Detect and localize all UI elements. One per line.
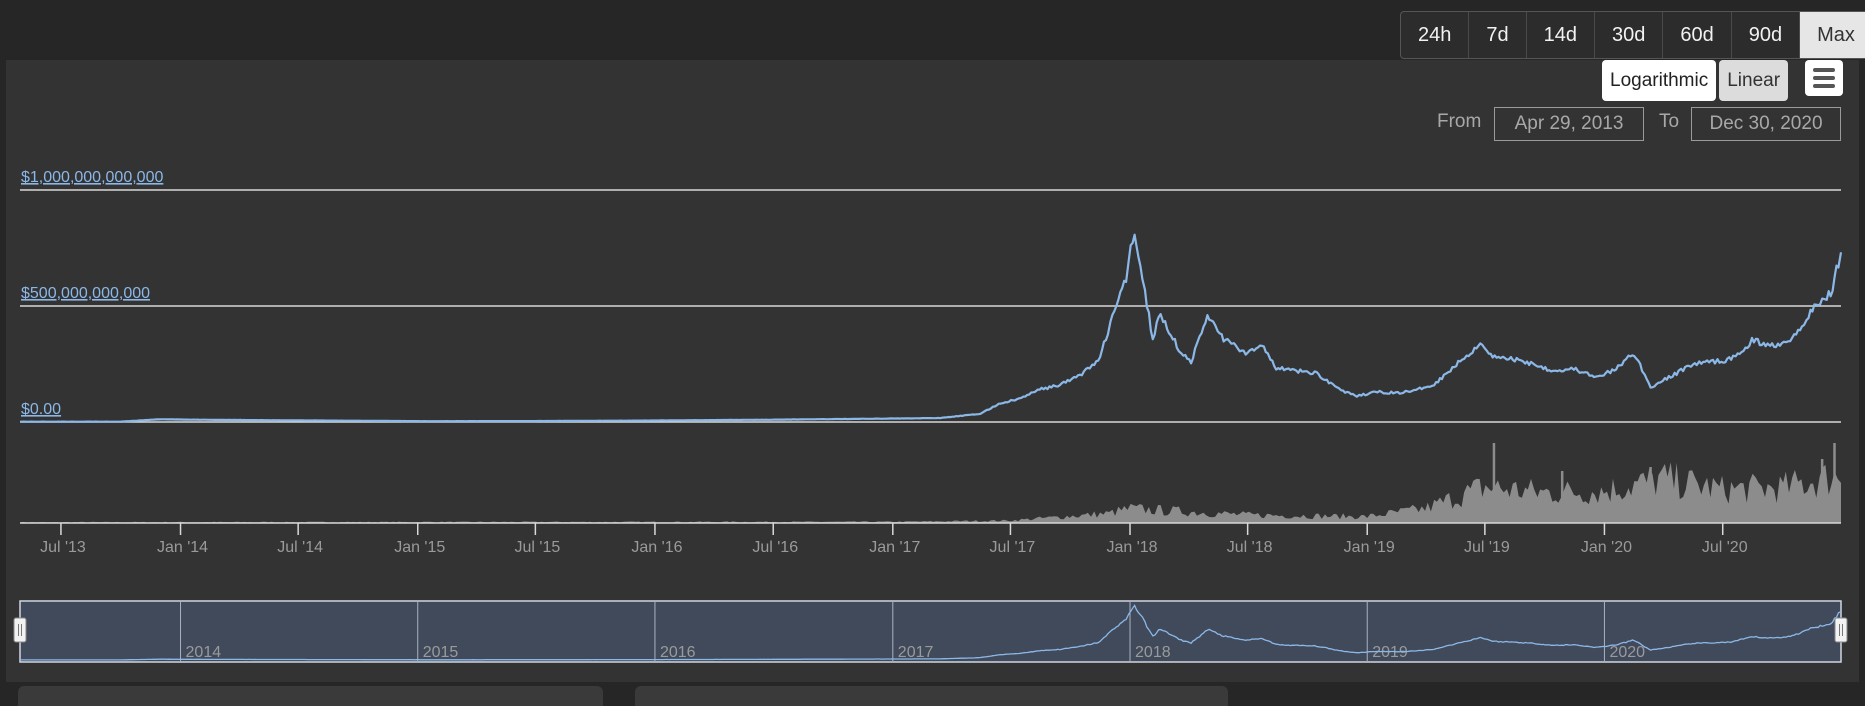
x-tick-label: Jan '18 [1106, 539, 1157, 556]
y-tick-label: $500,000,000,000 [21, 285, 150, 302]
x-tick-label: Jul '13 [40, 539, 86, 556]
navigator-window [19, 600, 1842, 663]
scale-toggle: Logarithmic Linear [1602, 60, 1789, 101]
x-tick-label: Jul '16 [752, 539, 798, 556]
x-tick-label: Jan '20 [1581, 539, 1632, 556]
to-label: To [1659, 111, 1680, 132]
volume-area [20, 462, 1841, 523]
navigator-year-label: 2014 [186, 644, 222, 661]
bottom-tab-right [635, 686, 1228, 706]
x-tick-label: Jan '15 [394, 539, 445, 556]
x-tick-label: Jul '19 [1464, 539, 1510, 556]
navigator-year-label: 2020 [1609, 644, 1645, 661]
x-tick-label: Jul '20 [1702, 539, 1748, 556]
range-button-7d[interactable]: 7d [1468, 12, 1525, 58]
market-cap-line [20, 233, 1843, 423]
range-button-14d[interactable]: 14d [1525, 12, 1594, 58]
navigator-year-label: 2019 [1372, 644, 1408, 661]
range-button-max[interactable]: Max [1799, 12, 1865, 58]
to-date-input[interactable]: Dec 30, 2020 [1691, 107, 1841, 141]
x-tick-label: Jul '18 [1227, 539, 1273, 556]
hamburger-icon[interactable] [1805, 60, 1843, 96]
y-tick-label: $1,000,000,000,000 [21, 169, 163, 186]
x-tick-label: Jan '17 [869, 539, 920, 556]
logarithmic-button[interactable]: Logarithmic [1602, 60, 1717, 101]
range-button-24h[interactable]: 24h [1418, 24, 1452, 46]
range-button-30d[interactable]: 30d [1594, 12, 1662, 58]
navigator-year-label: 2017 [898, 644, 934, 661]
x-tick-label: Jul '15 [514, 539, 560, 556]
range-button-60d[interactable]: 60d [1662, 12, 1730, 58]
x-tick-label: Jul '14 [277, 539, 323, 556]
x-tick-label: Jan '16 [631, 539, 682, 556]
navigator-line [20, 604, 1842, 661]
from-date-input[interactable]: Apr 29, 2013 [1494, 107, 1644, 141]
bottom-tab-left [18, 686, 603, 706]
navigator-year-label: 2016 [660, 644, 696, 661]
x-tick-label: Jul '17 [990, 539, 1036, 556]
navigator-year-label: 2018 [1135, 644, 1171, 661]
linear-button[interactable]: Linear [1719, 60, 1789, 101]
navigator-handle-right[interactable] [1834, 617, 1848, 643]
time-range-selector: 24h 7d 14d 30d 60d 90d Max [1400, 11, 1865, 59]
x-tick-label: Jan '19 [1344, 539, 1395, 556]
y-tick-label: $0.00 [21, 401, 61, 418]
from-label: From [1437, 111, 1482, 132]
navigator-handle-left[interactable] [13, 617, 27, 643]
range-button-90d[interactable]: 90d [1730, 12, 1799, 58]
x-tick-label: Jan '14 [157, 539, 208, 556]
navigator-year-label: 2015 [423, 644, 459, 661]
